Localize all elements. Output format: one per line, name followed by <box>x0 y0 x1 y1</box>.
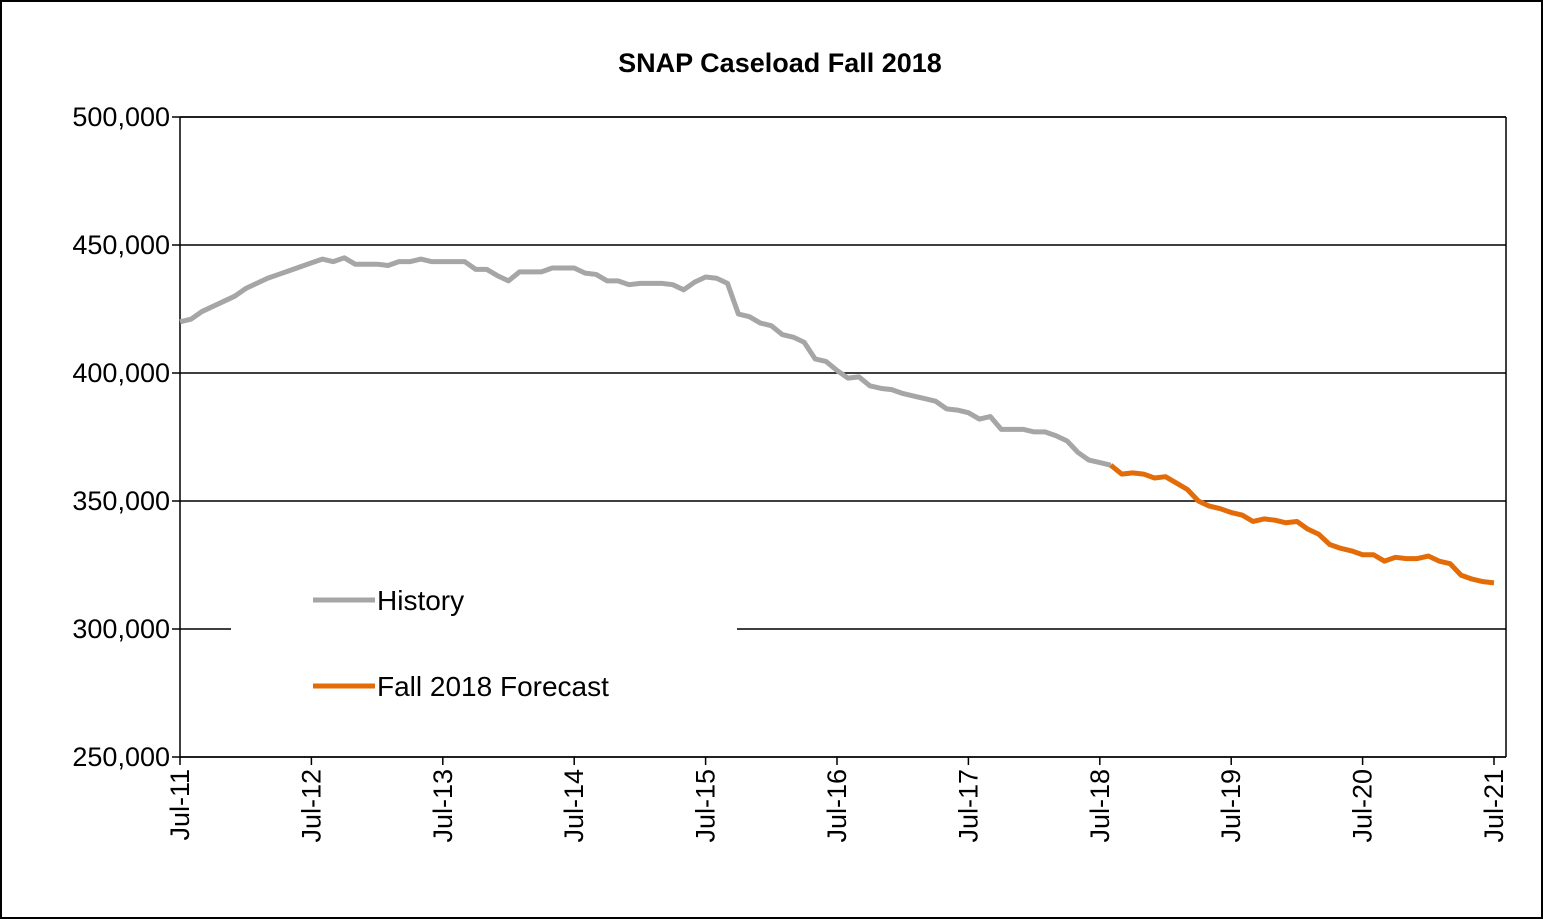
x-tick-label: Jul-16 <box>822 769 852 843</box>
y-tick-label: 450,000 <box>72 230 170 260</box>
y-tick-label: 350,000 <box>72 486 170 516</box>
x-tick-label: Jul-14 <box>559 769 589 843</box>
x-tick-label: Jul-20 <box>1348 769 1378 843</box>
legend-label: History <box>377 585 464 616</box>
series-line <box>179 255 1112 468</box>
y-tick-label: 400,000 <box>72 358 170 388</box>
x-tick-label: Jul-12 <box>296 769 326 843</box>
x-tick-label: Jul-11 <box>165 769 195 841</box>
y-tick-label: 500,000 <box>72 102 170 132</box>
x-tick-label: Jul-17 <box>953 769 983 843</box>
x-tick-label: Jul-21 <box>1479 769 1509 843</box>
x-tick-label: Jul-19 <box>1216 769 1246 843</box>
x-tick-label: Jul-18 <box>1085 769 1115 843</box>
x-tick-label: Jul-13 <box>428 769 458 843</box>
x-tick-label: Jul-15 <box>691 769 721 843</box>
chart-title: SNAP Caseload Fall 2018 <box>618 48 942 78</box>
y-tick-label: 250,000 <box>72 742 170 772</box>
legend <box>231 565 737 715</box>
series-line <box>1109 463 1495 586</box>
y-tick-label: 300,000 <box>72 614 170 644</box>
legend-label: Fall 2018 Forecast <box>377 671 609 702</box>
